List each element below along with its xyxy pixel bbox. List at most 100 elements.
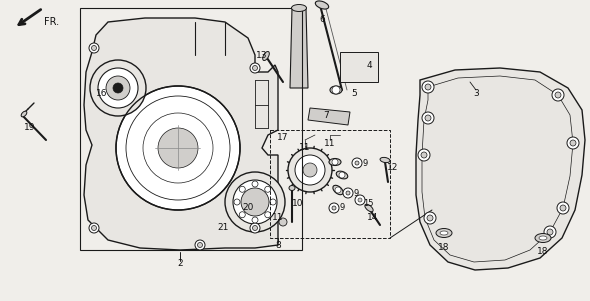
Bar — [270, 130, 390, 238]
Bar — [80, 8, 302, 250]
Text: 11: 11 — [299, 144, 311, 153]
Circle shape — [567, 137, 579, 149]
Circle shape — [250, 63, 260, 73]
Circle shape — [288, 148, 332, 192]
Text: 10: 10 — [292, 198, 304, 207]
Circle shape — [195, 240, 205, 250]
Text: 11: 11 — [324, 138, 336, 147]
Text: 14: 14 — [368, 213, 379, 222]
Ellipse shape — [315, 1, 329, 9]
Circle shape — [240, 186, 245, 192]
Circle shape — [279, 218, 287, 226]
Circle shape — [98, 68, 138, 108]
Circle shape — [241, 188, 269, 216]
Circle shape — [421, 152, 427, 158]
Ellipse shape — [365, 204, 373, 212]
Bar — [340, 52, 378, 82]
Circle shape — [343, 188, 353, 198]
Circle shape — [355, 195, 365, 205]
Circle shape — [425, 115, 431, 121]
Circle shape — [265, 212, 271, 218]
Text: 15: 15 — [363, 198, 373, 207]
Circle shape — [547, 229, 553, 235]
Circle shape — [116, 86, 240, 210]
Circle shape — [358, 198, 362, 202]
Polygon shape — [308, 108, 350, 125]
Circle shape — [113, 83, 123, 93]
Circle shape — [355, 161, 359, 165]
Text: 20: 20 — [242, 203, 254, 213]
Ellipse shape — [329, 159, 341, 166]
Circle shape — [329, 203, 339, 213]
Polygon shape — [416, 68, 585, 270]
Ellipse shape — [289, 185, 295, 191]
Circle shape — [422, 112, 434, 124]
Polygon shape — [84, 18, 278, 250]
Circle shape — [90, 60, 146, 116]
Circle shape — [335, 187, 341, 193]
Circle shape — [270, 199, 276, 205]
Circle shape — [250, 223, 260, 233]
Circle shape — [557, 202, 569, 214]
Text: 11: 11 — [272, 213, 284, 222]
Text: 17: 17 — [277, 134, 289, 142]
Text: 18: 18 — [438, 243, 450, 252]
Text: 9: 9 — [353, 188, 359, 197]
Circle shape — [253, 66, 257, 70]
Text: 2: 2 — [177, 259, 183, 268]
Circle shape — [418, 149, 430, 161]
Text: 18: 18 — [537, 247, 549, 256]
Circle shape — [89, 223, 99, 233]
Text: 13: 13 — [256, 51, 268, 61]
Text: 4: 4 — [366, 61, 372, 70]
Circle shape — [158, 128, 198, 168]
Circle shape — [560, 205, 566, 211]
Polygon shape — [290, 8, 308, 88]
Circle shape — [555, 92, 561, 98]
Text: 9: 9 — [339, 203, 345, 213]
Circle shape — [339, 172, 345, 178]
Ellipse shape — [440, 231, 448, 235]
Circle shape — [91, 225, 97, 231]
Text: 21: 21 — [217, 224, 229, 232]
Ellipse shape — [21, 111, 27, 117]
Ellipse shape — [291, 5, 306, 11]
Ellipse shape — [333, 185, 343, 195]
Circle shape — [252, 181, 258, 187]
Text: FR.: FR. — [44, 17, 60, 27]
Ellipse shape — [380, 157, 390, 163]
Text: 16: 16 — [96, 88, 108, 98]
Text: 19: 19 — [24, 123, 36, 132]
Text: 5: 5 — [351, 88, 357, 98]
Ellipse shape — [263, 51, 269, 61]
Circle shape — [91, 45, 97, 51]
Text: 6: 6 — [319, 15, 325, 24]
Circle shape — [544, 226, 556, 238]
Circle shape — [332, 159, 338, 165]
Circle shape — [552, 89, 564, 101]
Circle shape — [352, 158, 362, 168]
Circle shape — [233, 180, 277, 224]
Ellipse shape — [336, 171, 348, 179]
Circle shape — [425, 84, 431, 90]
Ellipse shape — [535, 234, 551, 243]
Circle shape — [424, 212, 436, 224]
Circle shape — [252, 217, 258, 223]
Circle shape — [332, 206, 336, 210]
Text: 7: 7 — [323, 110, 329, 119]
Circle shape — [234, 199, 240, 205]
Circle shape — [89, 43, 99, 53]
Text: 3: 3 — [473, 88, 479, 98]
Text: 9: 9 — [362, 159, 368, 167]
Ellipse shape — [436, 228, 452, 237]
Circle shape — [265, 186, 271, 192]
Ellipse shape — [330, 86, 342, 94]
Circle shape — [303, 163, 317, 177]
Circle shape — [198, 243, 202, 247]
Circle shape — [106, 76, 130, 100]
Circle shape — [240, 212, 245, 218]
Circle shape — [346, 191, 350, 195]
Circle shape — [427, 215, 433, 221]
Ellipse shape — [539, 236, 547, 240]
Circle shape — [332, 86, 340, 94]
